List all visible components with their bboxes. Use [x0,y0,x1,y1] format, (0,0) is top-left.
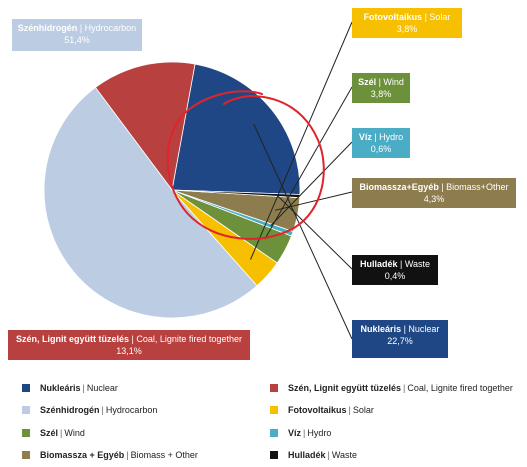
legend-name-hydrocarbon: Szénhidrogén [40,405,100,415]
legend-en-hydro: Hydro [307,428,332,438]
callout-en-coal: Coal, Lignite fired together [136,334,242,344]
callout-hydro: Víz | Hydro 0,6% [352,128,410,158]
callout-value-waste: 0,4% [384,271,406,281]
callout-value-biomass: 4,3% [423,194,445,204]
legend-swatch-hydro [270,429,278,437]
leader-line-solar [250,21,353,260]
callout-en-nuclear: Nuclear [408,324,440,334]
legend-item-hydrocarbon: Szénhidrogén | Hydrocarbon [22,405,157,416]
leader-line-nuclear [253,123,353,340]
legend-item-biomass: Biomassza + Egyéb | Biomass + Other [22,450,198,461]
legend-name-waste: Hulladék [288,450,326,460]
callout-hydrocarbon: Szénhidrogén | Hydrocarbon 51,4% [12,19,142,51]
annotation-circle [166,90,325,240]
callout-value-coal: 13,1% [116,346,142,356]
legend-swatch-wind [22,429,30,437]
callout-name-hydro: Víz [358,132,372,142]
callout-biomass: Biomassza+Egyéb | Biomass+Other 4,3% [352,178,516,208]
callout-en-biomass: Biomass+Other [446,182,509,192]
legend-swatch-solar [270,406,278,414]
callout-waste: Hulladék | Waste 0,4% [352,255,438,285]
callout-value-solar: 3,8% [396,24,418,34]
legend-en-wind: Wind [64,428,85,438]
legend-item-solar: Fotovoltaikus | Solar [270,405,374,416]
legend-item-hydro: Víz | Hydro [270,428,331,439]
callout-name-solar: Fotovoltaikus [363,12,423,22]
callout-name-coal: Szén, Lignit együtt tüzelés [16,334,130,344]
legend-item-waste: Hulladék | Waste [270,450,357,461]
pie-slice-hydrocarbon [43,86,258,319]
callout-name-nuclear: Nukleáris [360,324,402,334]
leader-line-waste [276,194,353,270]
callout-solar: Fotovoltaikus | Solar 3,8% [352,8,462,38]
legend-item-coal: Szén, Lignit együtt tüzelés | Coal, Lignit… [270,383,513,394]
legend-swatch-nuclear [22,384,30,392]
legend-name-hydro: Víz [288,428,302,438]
callout-en-hydro: Hydro [379,132,404,142]
pie-slice-coal [94,61,196,191]
callout-wind: Szél | Wind 3,8% [352,73,410,103]
legend-item-wind: Szél | Wind [22,428,85,439]
legend-en-waste: Waste [331,450,358,460]
legend-name-coal: Szén, Lignit együtt tüzelés [288,383,402,393]
callout-en-waste: Waste [404,259,431,269]
callout-coal: Szén, Lignit együtt tüzelés | Coal, Lign… [8,330,250,360]
callout-en-solar: Solar [429,12,451,22]
pie-slice-nuclear [171,63,301,195]
legend-swatch-biomass [22,451,30,459]
legend-en-biomass: Biomass + Other [130,450,198,460]
leader-line-hydro [270,141,353,227]
legend-name-solar: Fotovoltaikus [288,405,347,415]
leader-line-wind [264,86,353,240]
callout-value-hydrocarbon: 51,4% [64,35,90,45]
legend-name-biomass: Biomassza + Egyéb [40,450,125,460]
legend-en-coal: Coal, Lignite fired together [407,383,513,393]
legend-en-solar: Solar [352,405,374,415]
legend-swatch-hydrocarbon [22,406,30,414]
legend-item-nuclear: Nukleáris | Nuclear [22,383,118,394]
callout-name-waste: Hulladék [359,259,398,269]
callout-name-wind: Szél [358,77,377,87]
callout-name-hydrocarbon: Szénhidrogén [17,23,78,33]
legend-swatch-waste [270,451,278,459]
callout-nuclear: Nukleáris | Nuclear 22,7% [352,320,448,358]
legend-swatch-coal [270,384,278,392]
legend-name-nuclear: Nukleáris [40,383,81,393]
legend-en-nuclear: Nuclear [86,383,118,393]
callout-en-wind: Wind [383,77,404,87]
legend-en-hydrocarbon: Hydrocarbon [105,405,158,415]
leader-line-biomass [274,191,353,211]
legend-name-wind: Szél [40,428,59,438]
callout-value-hydro: 0,6% [370,144,392,154]
callout-en-hydrocarbon: Hydrocarbon [84,23,137,33]
callout-value-nuclear: 22,7% [387,336,413,346]
callout-name-biomass: Biomassza+Egyéb [359,182,439,192]
callout-value-wind: 3,8% [370,89,392,99]
